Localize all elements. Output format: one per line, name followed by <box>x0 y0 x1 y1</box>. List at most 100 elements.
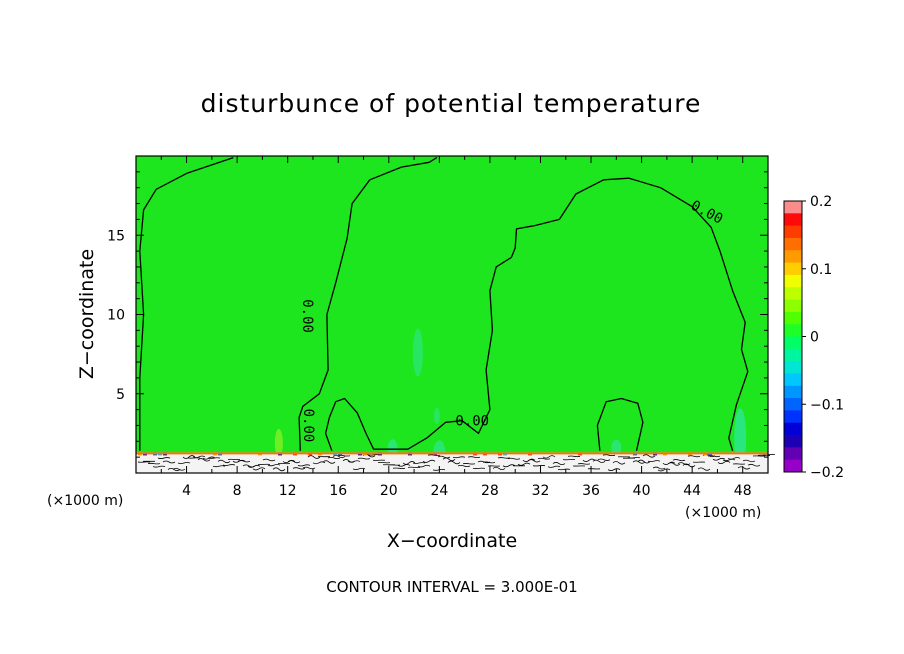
colorbar-swatch <box>784 422 802 436</box>
colorbar-swatch <box>784 274 802 288</box>
surface-contour-line <box>197 458 211 462</box>
surface-contour-line <box>737 466 751 470</box>
zero-contour-line-0 <box>139 156 234 451</box>
surface-contour-line <box>647 460 661 463</box>
perturbation-blob <box>412 328 423 377</box>
x-tick-label: 28 <box>481 483 499 499</box>
surface-contour-line <box>637 459 651 464</box>
surface-contour-line <box>727 457 741 460</box>
surface-contour-line <box>627 457 641 459</box>
surface-contour-line <box>167 467 181 472</box>
y-tick-label: 10 <box>107 308 125 324</box>
surface-contour-line <box>347 460 361 463</box>
colorbar-tick-label: 0 <box>810 330 819 346</box>
surface-contour-line <box>687 455 701 458</box>
colorbar-swatch <box>784 237 802 251</box>
surface-contour-line <box>437 455 451 459</box>
surface-contour-line <box>357 457 371 460</box>
surface-contour-line <box>697 467 711 471</box>
surface-contour-line <box>592 459 606 463</box>
surface-contour-line <box>547 465 561 468</box>
surface-contour-line <box>327 456 341 460</box>
surface-contour-line <box>247 464 261 468</box>
surface-contour-line <box>462 463 476 465</box>
colorbar-tick-label: 0.1 <box>810 262 832 278</box>
surface-contour-line <box>452 456 466 459</box>
zero-contour-line-3 <box>596 397 644 451</box>
contour-label: 0.00 <box>455 413 489 429</box>
colorbar-tick-label: 0.2 <box>810 194 832 210</box>
surface-contour-line <box>717 460 731 465</box>
surface-contour-line <box>152 465 166 468</box>
x-axis-unit-right: (×1000 m) <box>685 505 761 521</box>
surface-contour-line <box>162 460 176 464</box>
surface-contour-line <box>447 460 461 465</box>
surface-contour-line <box>582 458 596 462</box>
surface-contour-line <box>682 463 696 468</box>
perturbation-blob <box>433 407 440 424</box>
surface-contour-line <box>457 464 471 467</box>
colorbar-swatch <box>784 336 802 350</box>
plot-area: 0.000.00 0.000.004 8 12 16 20 24 28 32 36 40 44 4851… <box>107 155 776 499</box>
x-tick-label: 4 <box>182 483 191 499</box>
colorbar-swatch <box>784 299 802 313</box>
surface-contour-line <box>412 462 426 464</box>
surface-contour-line <box>527 459 541 463</box>
surface-contour-line <box>332 455 346 458</box>
zero-contour-line-1 <box>298 157 438 451</box>
surface-contour-line <box>552 462 566 466</box>
surface-contour-line <box>337 455 351 457</box>
surface-contour-line <box>707 455 721 458</box>
surface-contour-line <box>497 457 511 459</box>
surface-contour-line <box>722 458 736 462</box>
surface-contour-line <box>612 461 626 465</box>
surface-contour-line <box>262 458 276 462</box>
y-tick-label: 5 <box>116 387 125 403</box>
x-axis-label: X−coordinate <box>387 530 517 552</box>
surface-contour-line <box>172 467 186 471</box>
surface-contour-line <box>607 468 621 471</box>
colorbar: 0.2 0.1 0 −0.1 −0.2 <box>783 194 844 481</box>
colorbar-swatch <box>784 410 802 424</box>
surface-contour-line <box>517 462 531 466</box>
surface-contour-line <box>492 466 506 471</box>
surface-contour-line <box>422 459 436 463</box>
surface-contour-line <box>392 467 406 469</box>
surface-contour-line <box>467 456 481 459</box>
colorbar-swatch <box>784 201 802 214</box>
colorbar-swatch <box>784 213 802 227</box>
surface-contour-line <box>177 462 191 464</box>
surface-contour-line <box>482 461 496 464</box>
contour-interval-note: CONTOUR INTERVAL = 3.000E-01 <box>326 578 577 596</box>
x-tick-label: 16 <box>329 483 347 499</box>
surface-contour-line <box>567 455 581 458</box>
surface-contour-line <box>652 466 666 470</box>
x-tick-label: 32 <box>532 483 550 499</box>
colorbar-swatch <box>784 361 802 374</box>
x-tick-label: 48 <box>734 483 752 499</box>
surface-contour-line <box>292 467 306 470</box>
surface-contour-line <box>402 461 416 465</box>
colorbar-swatch <box>784 447 802 461</box>
surface-contour-line <box>182 455 196 459</box>
surface-contour-line <box>747 463 761 467</box>
surface-contour-line <box>632 460 646 464</box>
surface-contour-line <box>322 460 336 464</box>
colorbar-swatch <box>784 262 802 276</box>
contour-label: 0.00 <box>299 299 315 333</box>
surface-contour-line <box>207 457 221 459</box>
surface-contour-line <box>237 460 251 463</box>
surface-contour-line <box>267 463 281 467</box>
surface-contour-line <box>672 459 686 462</box>
surface-contour-line <box>212 465 226 468</box>
colorbar-swatch <box>784 373 802 387</box>
surface-contour-line <box>502 464 516 468</box>
surface-contour-line <box>507 457 521 460</box>
surface-contour-line <box>307 455 321 459</box>
surface-contour-line <box>352 467 366 470</box>
colorbar-swatch <box>784 385 802 399</box>
surface-contour-line <box>272 467 286 472</box>
colorbar-swatch <box>784 459 802 473</box>
surface-contour-line <box>712 457 726 461</box>
